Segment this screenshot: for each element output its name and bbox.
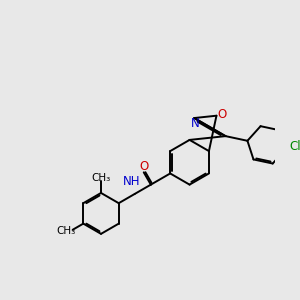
Text: O: O (139, 160, 148, 173)
Text: Cl: Cl (290, 140, 300, 152)
Text: CH₃: CH₃ (92, 173, 111, 183)
Text: O: O (217, 108, 226, 121)
Text: N: N (191, 117, 200, 130)
Text: NH: NH (123, 176, 141, 188)
Text: CH₃: CH₃ (56, 226, 76, 236)
